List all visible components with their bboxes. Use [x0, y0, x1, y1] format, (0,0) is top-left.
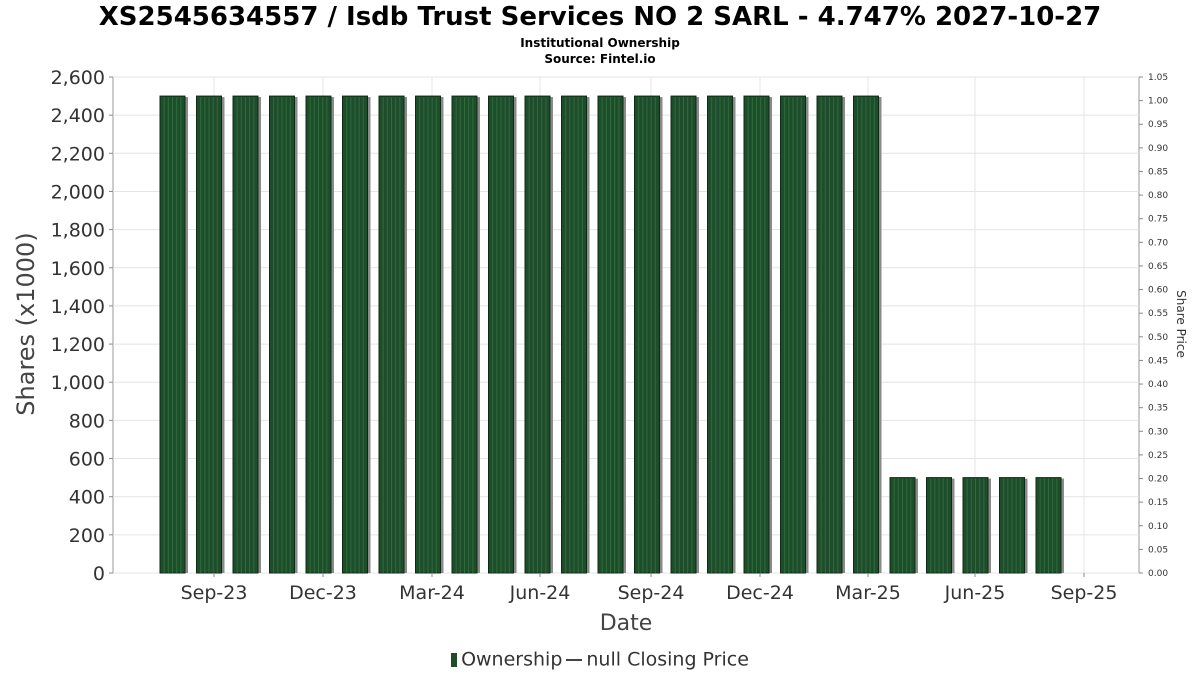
y2-tick-label: 0.20	[1148, 475, 1168, 485]
x-tick-label: Jun-25	[944, 582, 1006, 604]
x-tick-label: Sep-24	[618, 582, 685, 604]
y2-tick-label: 0.30	[1148, 427, 1168, 437]
y2-tick-label: 0.55	[1148, 309, 1168, 319]
bars	[159, 95, 1064, 574]
y-tick-label: 1,600	[51, 258, 105, 280]
y2-tick-label: 0.65	[1148, 262, 1168, 272]
chart-source: Source: Fintel.io	[544, 52, 656, 66]
legend: Ownership null Closing Price	[0, 648, 1200, 671]
y2-axis-label: Share Price	[1174, 290, 1188, 358]
x-tick-label: Sep-23	[181, 582, 248, 604]
legend-price-line	[566, 658, 583, 661]
y2-tick-label: 0.95	[1148, 120, 1168, 130]
axes: 0 200 400 600 800 1,000 1,200 1,400 1,600 1,800 2,…	[51, 67, 1169, 604]
y2-tick-label: 0.75	[1148, 215, 1168, 225]
y-tick-label: 2,000	[51, 181, 105, 203]
x-tick-label: Mar-25	[835, 582, 901, 604]
legend-ownership-swatch	[451, 652, 458, 667]
y-tick-label: 0	[93, 563, 105, 585]
y-tick-label: 2,400	[51, 105, 105, 127]
y2-tick-label: 0.45	[1148, 356, 1168, 366]
y2-tick-label: 0.70	[1148, 238, 1168, 248]
y2-tick-label: 0.80	[1148, 191, 1168, 201]
y-tick-label: 1,000	[51, 372, 105, 394]
y2-tick-label: 0.50	[1148, 333, 1168, 343]
x-tick-label: Sep-25	[1051, 582, 1118, 604]
legend-price-label: null Closing Price	[586, 648, 749, 671]
x-tick-label: Mar-24	[399, 582, 465, 604]
y2-tick-label: 0.15	[1148, 498, 1168, 508]
y2-tick-label: 0.40	[1148, 380, 1168, 390]
y-tick-label: 1,800	[51, 220, 105, 242]
y2-tick-label: 1.00	[1148, 97, 1168, 107]
y-axis-label: Shares (x1000)	[12, 232, 40, 415]
y2-tick-label: 0.85	[1148, 167, 1168, 177]
y-tick-label: 800	[69, 410, 105, 432]
x-tick-label: Jun-24	[509, 582, 571, 604]
y-tick-label: 2,600	[51, 67, 105, 89]
chart-subtitle: Institutional Ownership	[520, 36, 680, 50]
x-tick-label: Dec-24	[726, 582, 794, 604]
y-tick-label: 400	[69, 487, 105, 509]
y-tick-label: 2,200	[51, 143, 105, 165]
y2-tick-label: 0.10	[1148, 522, 1168, 532]
y-tick-label: 200	[69, 525, 105, 547]
y-tick-label: 600	[69, 449, 105, 471]
y-tick-label: 1,200	[51, 334, 105, 356]
chart-title: XS2545634557 / Isdb Trust Services NO 2 …	[98, 2, 1102, 32]
legend-ownership-label: Ownership	[461, 648, 563, 671]
x-tick-label: Dec-23	[289, 582, 357, 604]
y2-tick-label: 0.90	[1148, 144, 1168, 154]
y2-tick-label: 0.60	[1148, 286, 1168, 296]
y-tick-label: 1,400	[51, 296, 105, 318]
y2-tick-label: 0.35	[1148, 404, 1168, 414]
x-axis-label: Date	[600, 611, 653, 636]
y2-tick-label: 0.00	[1148, 569, 1168, 579]
y2-tick-label: 0.25	[1148, 451, 1168, 461]
y2-tick-label: 0.05	[1148, 545, 1168, 555]
y2-tick-label: 1.05	[1148, 73, 1168, 83]
